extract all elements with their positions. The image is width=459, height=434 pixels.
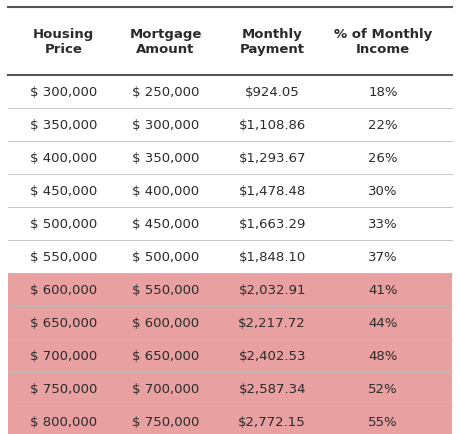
Text: $ 750,000: $ 750,000 bbox=[30, 382, 97, 395]
Text: 33%: 33% bbox=[368, 217, 397, 230]
Text: $2,402.53: $2,402.53 bbox=[238, 349, 305, 362]
Text: $ 650,000: $ 650,000 bbox=[132, 349, 199, 362]
Text: $ 600,000: $ 600,000 bbox=[132, 316, 199, 329]
Text: Mortgage
Amount: Mortgage Amount bbox=[129, 28, 202, 56]
Text: $1,848.10: $1,848.10 bbox=[238, 250, 305, 263]
Text: $ 300,000: $ 300,000 bbox=[30, 86, 97, 99]
Text: 48%: 48% bbox=[368, 349, 397, 362]
Text: $ 350,000: $ 350,000 bbox=[30, 119, 97, 132]
Text: 55%: 55% bbox=[368, 415, 397, 428]
Text: $ 750,000: $ 750,000 bbox=[132, 415, 199, 428]
Text: 18%: 18% bbox=[368, 86, 397, 99]
Text: $924.05: $924.05 bbox=[244, 86, 299, 99]
Text: $ 700,000: $ 700,000 bbox=[132, 382, 199, 395]
Text: $ 450,000: $ 450,000 bbox=[132, 217, 199, 230]
Text: 30%: 30% bbox=[368, 184, 397, 197]
Text: $ 700,000: $ 700,000 bbox=[30, 349, 97, 362]
Text: $2,217.72: $2,217.72 bbox=[238, 316, 305, 329]
Text: $ 450,000: $ 450,000 bbox=[30, 184, 97, 197]
Bar bbox=[8, 273, 451, 434]
Text: $1,108.86: $1,108.86 bbox=[238, 119, 305, 132]
Text: $ 400,000: $ 400,000 bbox=[30, 151, 97, 164]
Text: Housing
Price: Housing Price bbox=[33, 28, 94, 56]
Text: $1,478.48: $1,478.48 bbox=[238, 184, 305, 197]
Text: Monthly
Payment: Monthly Payment bbox=[239, 28, 304, 56]
Text: % of Monthly
Income: % of Monthly Income bbox=[333, 28, 431, 56]
Text: $ 650,000: $ 650,000 bbox=[30, 316, 97, 329]
Text: $2,032.91: $2,032.91 bbox=[238, 283, 305, 296]
Text: $ 500,000: $ 500,000 bbox=[132, 250, 199, 263]
Text: $ 350,000: $ 350,000 bbox=[132, 151, 199, 164]
Text: 44%: 44% bbox=[368, 316, 397, 329]
Text: 41%: 41% bbox=[368, 283, 397, 296]
Text: 26%: 26% bbox=[368, 151, 397, 164]
Text: $1,293.67: $1,293.67 bbox=[238, 151, 305, 164]
Text: $ 550,000: $ 550,000 bbox=[30, 250, 97, 263]
Text: $ 550,000: $ 550,000 bbox=[132, 283, 199, 296]
Text: $2,772.15: $2,772.15 bbox=[238, 415, 305, 428]
Text: $ 400,000: $ 400,000 bbox=[132, 184, 199, 197]
Text: 22%: 22% bbox=[368, 119, 397, 132]
Text: 37%: 37% bbox=[368, 250, 397, 263]
Text: $ 250,000: $ 250,000 bbox=[132, 86, 199, 99]
Text: 52%: 52% bbox=[368, 382, 397, 395]
Text: $2,587.34: $2,587.34 bbox=[238, 382, 305, 395]
Text: $ 500,000: $ 500,000 bbox=[30, 217, 97, 230]
Text: $ 300,000: $ 300,000 bbox=[132, 119, 199, 132]
Text: $1,663.29: $1,663.29 bbox=[238, 217, 305, 230]
Text: $ 600,000: $ 600,000 bbox=[30, 283, 97, 296]
Text: $ 800,000: $ 800,000 bbox=[30, 415, 97, 428]
